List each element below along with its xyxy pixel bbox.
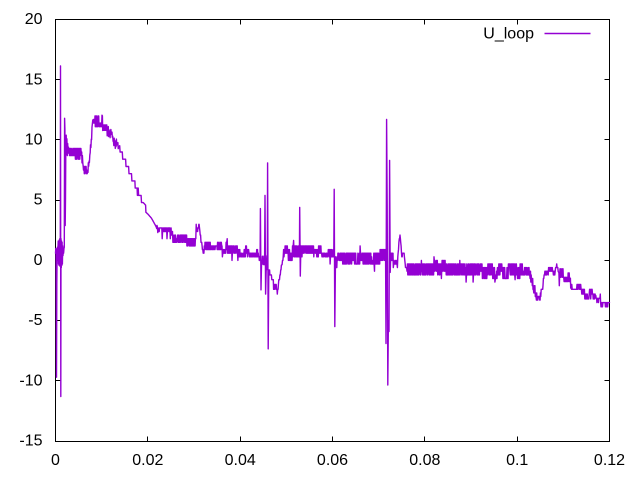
svg-text:15: 15 [25,71,43,88]
svg-text:20: 20 [25,11,43,28]
svg-text:0: 0 [34,252,43,269]
svg-text:10: 10 [25,132,43,149]
svg-text:-10: -10 [19,372,42,389]
svg-text:U_loop: U_loop [483,26,534,43]
svg-text:0.06: 0.06 [317,452,348,469]
svg-text:0: 0 [51,452,60,469]
svg-text:5: 5 [34,192,43,209]
svg-text:0.1: 0.1 [506,452,528,469]
svg-text:0.08: 0.08 [409,452,440,469]
svg-text:-5: -5 [28,312,42,329]
svg-text:0.02: 0.02 [132,452,163,469]
svg-text:0.04: 0.04 [225,452,256,469]
svg-text:0.12: 0.12 [594,452,625,469]
svg-text:-15: -15 [19,433,42,450]
